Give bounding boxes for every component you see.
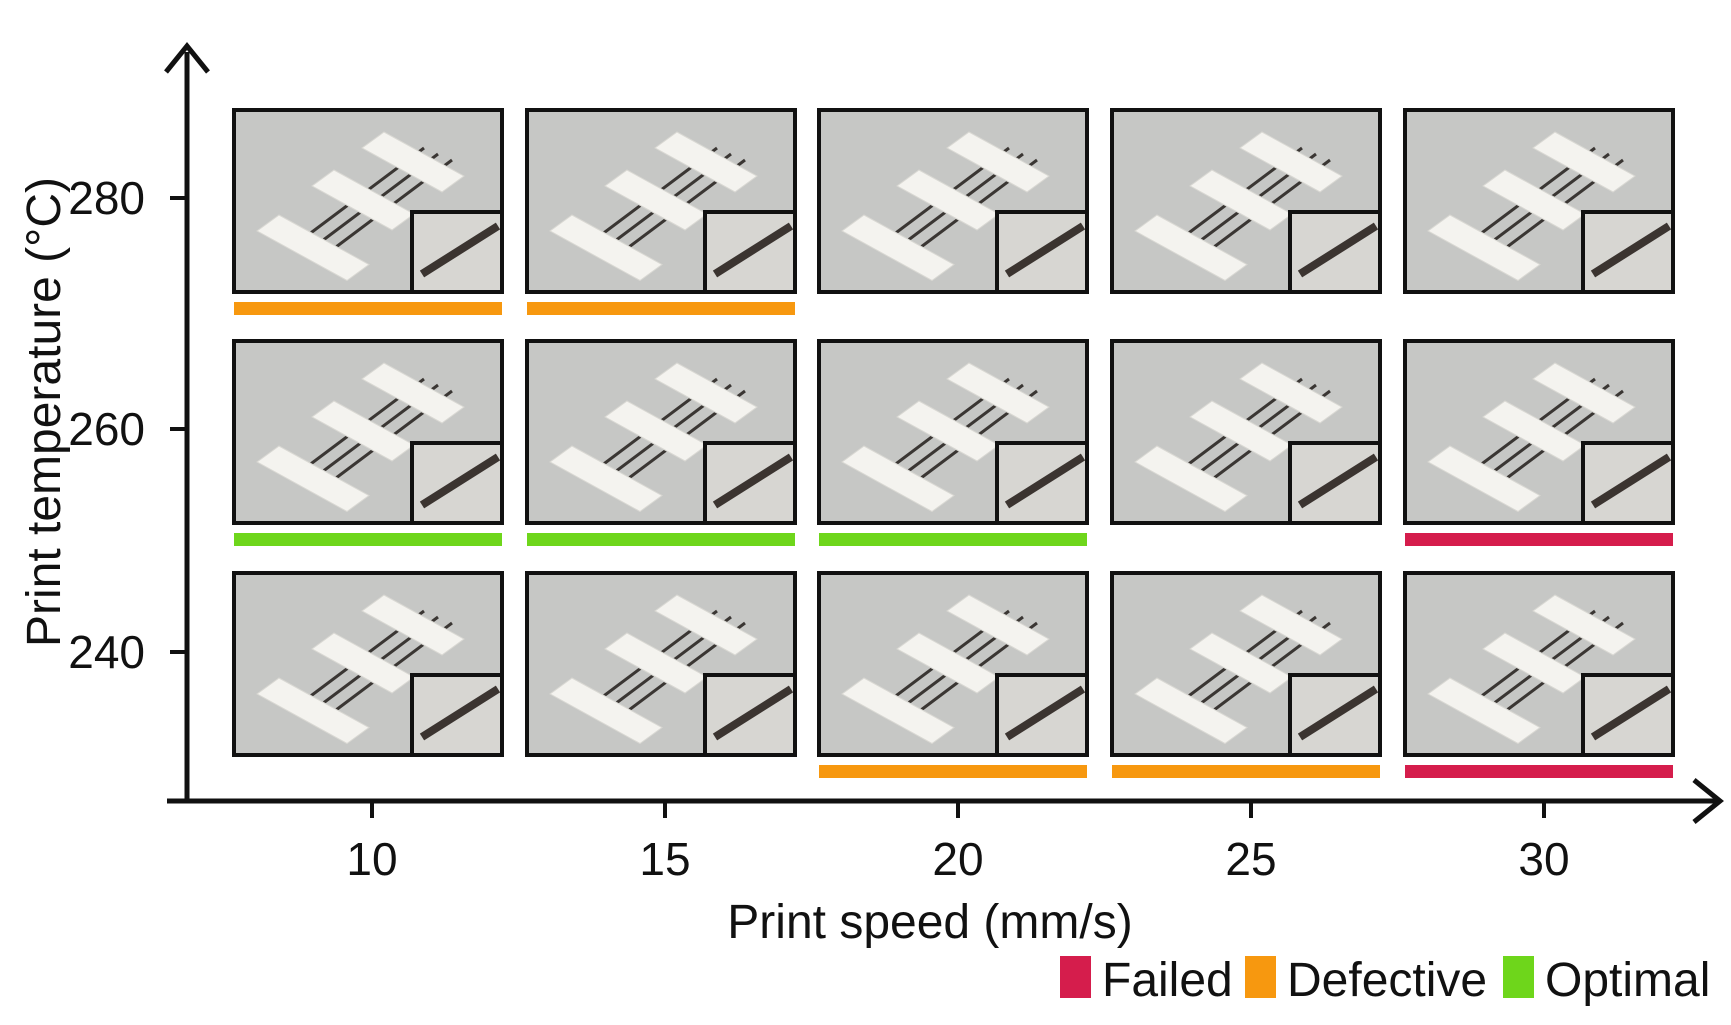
axes [164,42,1724,824]
specimen-photo [232,571,504,757]
ticks: 10 15 20 25 30 280 260 240 [68,172,1569,885]
specimen-photo [1110,108,1382,294]
status-bar-defective [1112,765,1380,778]
status-bar-failed [1405,765,1673,778]
y-tick-label: 240 [68,626,145,678]
specimen-photo [817,339,1089,525]
legend-swatch [1060,956,1091,998]
specimen-photo [525,339,797,525]
legend-label: Optimal [1545,954,1710,1007]
status-bar-defective [527,302,795,315]
specimen-photo [525,108,797,294]
legend-item-failed: Failed [1060,954,1233,1007]
photo-grid [232,108,1675,757]
status-bar-failed [1405,533,1673,546]
specimen-photo [817,571,1089,757]
x-tick-label: 10 [346,833,397,885]
status-bar-optimal [234,533,502,546]
specimen-photo [1403,571,1675,757]
y-axis-arrow [164,42,210,74]
specimen-photo [1110,339,1382,525]
status-bar-optimal [527,533,795,546]
x-tick-label: 25 [1225,833,1276,885]
specimen-photo [525,571,797,757]
legend-item-optimal: Optimal [1503,954,1710,1007]
status-bar-defective [234,302,502,315]
y-tick-label: 280 [68,172,145,224]
x-axis-label: Print speed (mm/s) [727,896,1132,949]
legend-label: Failed [1102,954,1233,1007]
specimen-photo [232,339,504,525]
legend: Failed Defective Optimal [1060,954,1710,1007]
x-tick-label: 20 [932,833,983,885]
specimen-photo [817,108,1089,294]
x-tick-label: 30 [1518,833,1569,885]
legend-swatch [1503,956,1534,998]
specimen-photo [1403,108,1675,294]
x-axis-arrow [1692,778,1724,824]
status-bar-optimal [819,533,1087,546]
specimen-photo [1110,571,1382,757]
legend-swatch [1245,956,1276,998]
y-tick-label: 260 [68,403,145,455]
status-bar-defective [819,765,1087,778]
specimen-photo [232,108,504,294]
status-bars [234,302,1673,778]
legend-item-defective: Defective [1245,954,1487,1007]
specimen-photo [1403,339,1675,525]
y-axis-label: Print temperature (°C) [18,177,71,647]
x-tick-label: 15 [639,833,690,885]
legend-label: Defective [1287,954,1487,1007]
